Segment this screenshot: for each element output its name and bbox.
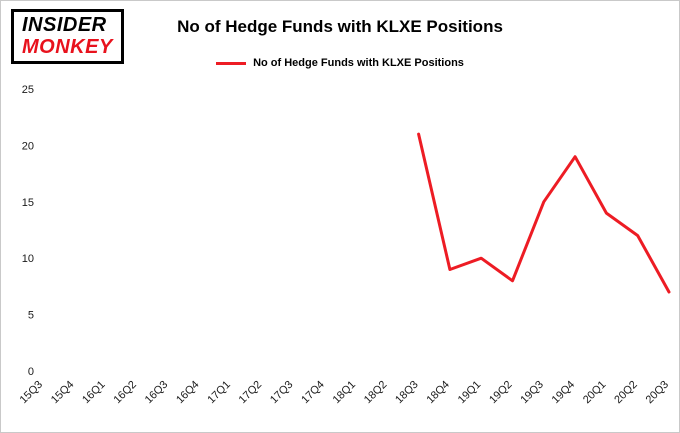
x-tick-label: 19Q3 <box>518 379 546 407</box>
x-tick-label: 19Q4 <box>550 379 578 407</box>
x-tick-label: 17Q2 <box>237 379 265 407</box>
legend-line-swatch <box>216 61 247 65</box>
x-tick-label: 16Q2 <box>111 379 139 407</box>
plot-area: 0 5 10 15 20 25 15Q3 15Q4 16Q1 16Q2 16Q3 16Q4 17Q1 17… <box>1 79 679 432</box>
x-tick-label: 15Q4 <box>49 379 77 407</box>
x-tick-label: 15Q3 <box>18 379 46 407</box>
x-tick-label: 18Q4 <box>424 379 452 407</box>
legend-label: No of Hedge Funds with KLXE Positions <box>253 57 464 69</box>
y-tick-label: 25 <box>22 84 34 96</box>
x-tick-label: 17Q1 <box>205 379 233 407</box>
x-tick-label: 18Q1 <box>331 379 359 407</box>
y-tick-label: 20 <box>22 140 34 152</box>
x-tick-label: 16Q1 <box>80 379 108 407</box>
x-tick-label: 20Q1 <box>581 379 609 407</box>
x-tick-label: 18Q2 <box>362 379 390 407</box>
x-tick-label: 16Q3 <box>143 379 171 407</box>
y-tick-label: 10 <box>22 253 34 265</box>
x-tick-label: 18Q3 <box>393 379 421 407</box>
x-tick-label: 20Q3 <box>644 379 672 407</box>
logo-word-monkey: MONKEY <box>22 36 113 58</box>
x-tick-label: 17Q4 <box>299 379 327 407</box>
insider-monkey-logo: INSIDER MONKEY <box>11 9 124 64</box>
x-tick-label: 19Q1 <box>456 379 484 407</box>
x-tick-label: 17Q3 <box>268 379 296 407</box>
x-tick-label: 19Q2 <box>487 379 515 407</box>
logo-word-insider: INSIDER <box>22 14 107 36</box>
y-tick-label: 0 <box>28 366 34 378</box>
y-tick-label: 5 <box>28 310 34 322</box>
y-tick-label: 15 <box>22 197 34 209</box>
legend: No of Hedge Funds with KLXE Positions <box>1 57 679 69</box>
series-line <box>417 132 671 294</box>
x-tick-label: 16Q4 <box>174 379 202 407</box>
x-tick-label: 20Q2 <box>612 379 640 407</box>
chart-title: No of Hedge Funds with KLXE Positions <box>177 17 503 36</box>
